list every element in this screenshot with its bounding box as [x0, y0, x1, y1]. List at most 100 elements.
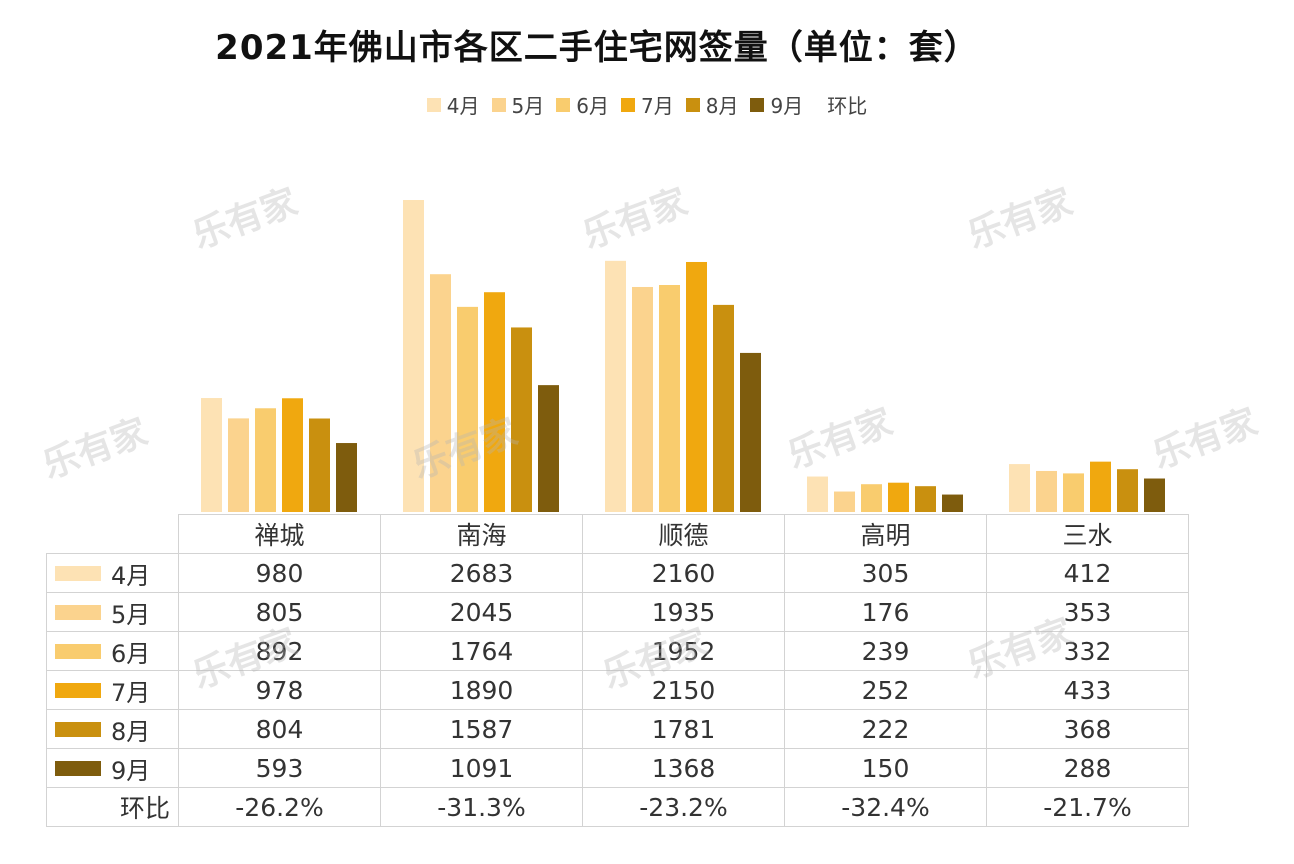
legend-swatch	[750, 97, 765, 112]
bar-禅城-8月	[309, 418, 330, 512]
data-cell: 1368	[582, 748, 785, 788]
chart-legend: 4月 5月 6月 7月 8月 9月 环比	[0, 90, 1294, 119]
bar-顺德-6月	[659, 285, 680, 512]
legend-label: 9月	[770, 94, 804, 118]
row-header: 7月	[46, 670, 179, 710]
data-cell: 1587	[380, 709, 583, 749]
bar-顺德-5月	[632, 286, 653, 512]
data-cell: 892	[178, 631, 381, 671]
data-cell: 252	[784, 670, 987, 710]
data-cell: 412	[986, 553, 1189, 593]
row-label: 4月	[111, 561, 151, 590]
bar-高明-6月	[861, 484, 882, 512]
legend-item: 5月	[491, 90, 545, 119]
bar-顺德-4月	[605, 260, 626, 512]
legend-swatch	[621, 97, 635, 112]
bar-三水-8月	[1117, 469, 1138, 512]
table-row: 7月 978 1890 2150 252 433	[46, 670, 1189, 710]
bar-南海-7月	[484, 292, 505, 512]
bar-高明-8月	[915, 486, 936, 512]
data-cell: 288	[986, 748, 1189, 788]
legend-label: 5月	[511, 94, 545, 118]
row-header: 8月	[46, 709, 179, 749]
mom-cell: -26.2%	[178, 787, 381, 827]
table-row: 5月 805 2045 1935 176 353	[46, 592, 1189, 632]
data-cell: 978	[178, 670, 381, 710]
bar-南海-6月	[457, 306, 478, 512]
data-cell: 2045	[380, 592, 583, 632]
bar-禅城-9月	[336, 443, 357, 512]
legend-item: 8月	[685, 90, 738, 119]
category-label: 三水	[986, 514, 1189, 554]
row-label: 6月	[111, 639, 151, 668]
row-label: 环比	[46, 787, 179, 827]
bar-顺德-8月	[713, 304, 734, 512]
bar-南海-5月	[430, 274, 451, 512]
legend-item: 6月	[556, 90, 609, 119]
data-cell: 804	[178, 709, 381, 749]
data-cell: 1764	[380, 631, 583, 671]
row-swatch	[55, 721, 101, 737]
row-swatch	[55, 643, 101, 659]
mom-cell: -32.4%	[784, 787, 987, 827]
legend-swatch	[685, 97, 700, 112]
bar-高明-5月	[834, 491, 855, 512]
data-cell: 593	[178, 748, 381, 788]
data-cell: 353	[986, 592, 1189, 632]
table-row: 8月 804 1587 1781 222 368	[46, 709, 1189, 749]
data-cell: 222	[784, 709, 987, 749]
bar-三水-4月	[1009, 464, 1030, 512]
table-header-row: 禅城 南海 顺德 高明 三水	[46, 514, 1189, 554]
legend-item: 4月	[426, 90, 480, 119]
legend-item: 7月	[621, 90, 674, 119]
data-table: 禅城 南海 顺德 高明 三水 4月 980 2683 2160 305 412 5月 805 2045 1…	[46, 514, 1189, 827]
legend-swatch	[491, 97, 506, 112]
data-cell: 1935	[582, 592, 785, 632]
legend-label: 4月	[446, 94, 480, 118]
data-cell: 2683	[380, 553, 583, 593]
bar-禅城-7月	[282, 398, 303, 512]
bar-三水-5月	[1036, 470, 1057, 512]
category-label: 高明	[784, 514, 987, 554]
row-header: 4月	[46, 553, 179, 593]
legend-item-mom: 环比	[827, 90, 867, 119]
row-label: 7月	[111, 678, 151, 707]
bar-禅城-5月	[228, 418, 249, 512]
data-cell: 980	[178, 553, 381, 593]
data-cell: 368	[986, 709, 1189, 749]
data-cell: 176	[784, 592, 987, 632]
bar-禅城-4月	[201, 398, 222, 512]
bar-顺德-7月	[686, 261, 707, 512]
mom-cell: -23.2%	[582, 787, 785, 827]
bar-三水-9月	[1144, 478, 1165, 512]
table-corner-cell	[46, 514, 179, 554]
table-row: 6月 892 1764 1952 239 332	[46, 631, 1189, 671]
legend-label: 环比	[827, 94, 868, 118]
bar-南海-8月	[511, 327, 532, 512]
row-swatch	[55, 604, 101, 620]
bar-高明-7月	[888, 482, 909, 512]
table-row: 4月 980 2683 2160 305 412	[46, 553, 1189, 593]
data-cell: 150	[784, 748, 987, 788]
row-header: 9月	[46, 748, 179, 788]
data-cell: 239	[784, 631, 987, 671]
row-label: 5月	[111, 600, 151, 629]
bar-高明-4月	[807, 476, 828, 512]
table-row: 9月 593 1091 1368 150 288	[46, 748, 1189, 788]
data-cell: 332	[986, 631, 1189, 671]
category-label: 禅城	[178, 514, 381, 554]
data-cell: 1091	[380, 748, 583, 788]
data-cell: 805	[178, 592, 381, 632]
row-swatch	[55, 682, 101, 698]
row-header: 5月	[46, 592, 179, 632]
bar-顺德-9月	[740, 352, 761, 512]
bar-三水-7月	[1090, 461, 1111, 512]
bar-三水-6月	[1063, 473, 1084, 512]
data-cell: 2160	[582, 553, 785, 593]
data-cell: 433	[986, 670, 1189, 710]
category-label: 顺德	[582, 514, 785, 554]
bar-南海-4月	[403, 200, 424, 512]
row-header: 6月	[46, 631, 179, 671]
bar-禅城-6月	[255, 408, 276, 512]
